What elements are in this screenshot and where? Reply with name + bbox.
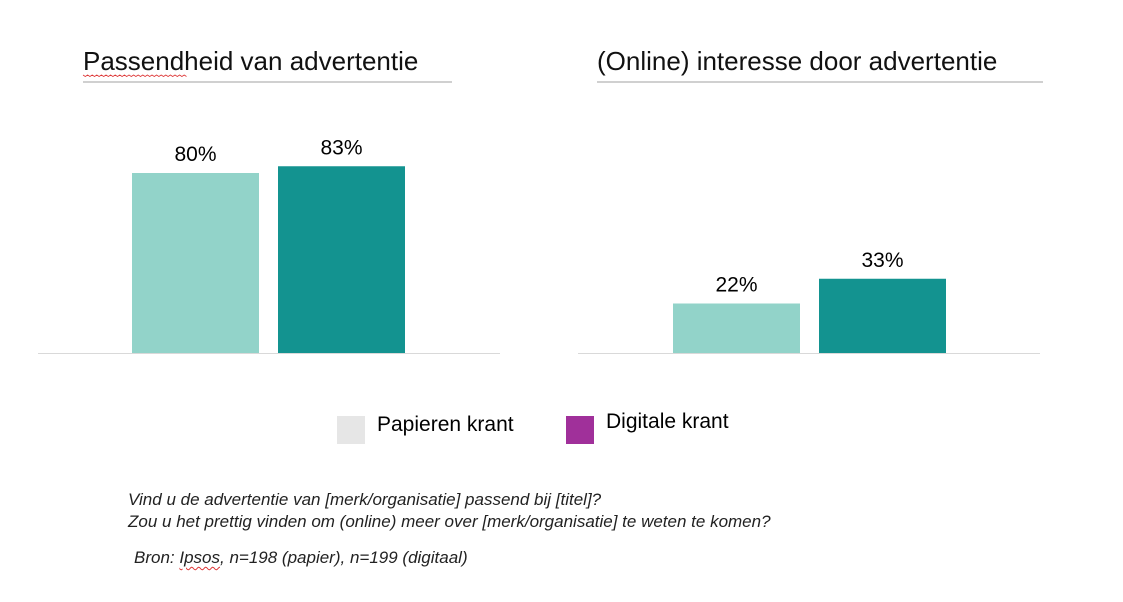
question-2: Zou u het prettig vinden om (online) mee… [128,512,771,531]
legend-swatch-papier [337,416,365,444]
bar-papier [132,173,259,353]
bar-digitaal [278,166,405,353]
source-name: Ipsos [179,548,220,567]
question-1: Vind u de advertentie van [merk/organisa… [128,490,602,509]
data-label: 80% [174,143,216,166]
spellcheck-underline [82,74,187,77]
legend-item-digitaal: Digitale krant [566,410,729,444]
source-rest: , n=198 (papier), n=199 (digitaal) [220,548,468,567]
legend-swatch-digitaal [566,416,594,444]
bar-digitaal [819,278,946,353]
source-prefix: Bron: [134,548,180,567]
data-label: 83% [320,136,362,159]
legend-label: Digitale krant [606,410,729,433]
bar-papier [673,303,800,353]
legend-label: Papieren krant [377,413,514,436]
data-label: 22% [715,274,757,297]
source-note: Bron: Ipsos, n=198 (papier), n=199 (digi… [134,548,468,568]
data-label: 33% [861,249,903,272]
chart-title: Passendheid van advertentie [83,46,418,76]
legend-item-papier: Papieren krant [337,413,514,444]
chart-title: (Online) interesse door advertentie [597,46,997,76]
